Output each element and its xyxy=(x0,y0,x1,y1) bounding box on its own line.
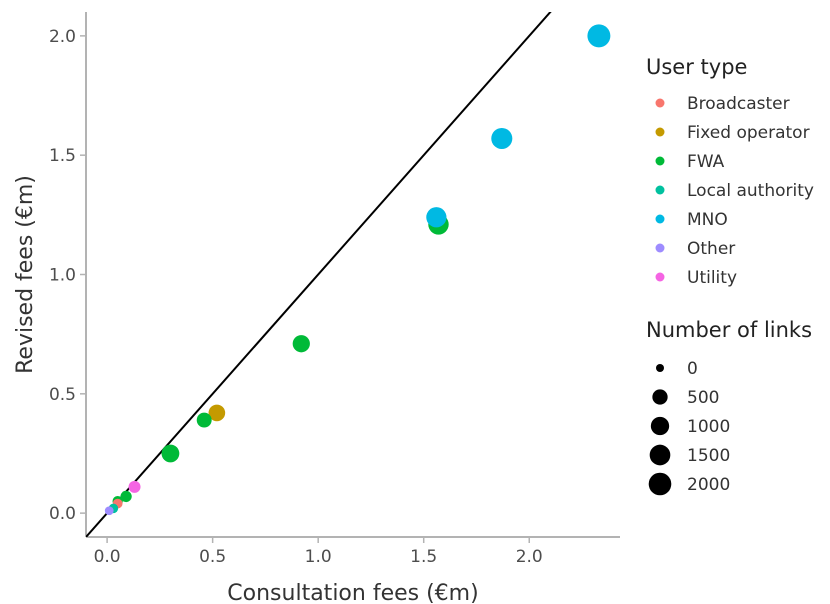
size-legend-label: 1000 xyxy=(687,417,730,437)
legend-swatch xyxy=(655,214,665,224)
data-point-fwa xyxy=(196,412,212,428)
size-legend-label: 0 xyxy=(687,359,698,379)
size-legend-label: 2000 xyxy=(687,475,730,495)
size-legend-dot xyxy=(648,472,672,496)
data-point-mno xyxy=(491,127,513,150)
plot-area: 0.0 0.5 1.0 1.5 2.0 0.0 0.5 1.0 1.5 2.0 Consultati… xyxy=(13,12,620,604)
legend-swatch xyxy=(655,272,665,282)
legend-label: Broadcaster xyxy=(687,94,790,114)
legend-title-user-type: User type xyxy=(646,55,747,79)
y-tick-label: 0.0 xyxy=(49,504,76,524)
size-legend-label: 500 xyxy=(687,388,719,408)
legend-swatch xyxy=(655,156,665,166)
legend-swatch xyxy=(655,98,665,108)
legend-title-number-of-links: Number of links xyxy=(646,318,812,342)
y-tick-label: 0.5 xyxy=(49,385,76,405)
legend-swatch xyxy=(655,127,665,137)
x-tick-label: 0.5 xyxy=(199,547,226,567)
data-point-fwa xyxy=(292,335,310,353)
legend-label: MNO xyxy=(687,210,728,230)
x-tick-label: 1.0 xyxy=(305,547,332,567)
size-legend-dot xyxy=(656,364,664,372)
data-point-other xyxy=(104,506,114,516)
legend-swatch xyxy=(655,185,665,195)
x-tick-label: 2.0 xyxy=(516,547,543,567)
legend-label: Fixed operator xyxy=(687,123,810,143)
data-point-fwa xyxy=(161,444,180,463)
legend-label: Local authority xyxy=(687,181,814,201)
size-legend-label: 1500 xyxy=(687,446,730,466)
data-point-fwa xyxy=(120,490,132,503)
size-legend-dot xyxy=(649,444,671,466)
legend-label: Other xyxy=(687,239,735,259)
y-axis-title: Revised fees (€m) xyxy=(13,175,38,374)
x-tick-label: 1.5 xyxy=(410,547,437,567)
legend-swatch xyxy=(655,243,665,253)
y-tick-label: 1.5 xyxy=(49,146,76,166)
data-point-mno xyxy=(426,207,447,228)
data-point-utility xyxy=(128,480,141,493)
x-tick-label: 0.0 xyxy=(94,547,121,567)
identity-line xyxy=(86,12,552,537)
y-tick-label: 1.0 xyxy=(49,266,76,286)
x-axis-title: Consultation fees (€m) xyxy=(227,581,478,604)
legend-label: Utility xyxy=(687,268,737,288)
size-legend-dot xyxy=(652,389,668,405)
legend-label: FWA xyxy=(687,152,725,172)
y-tick-label: 2.0 xyxy=(49,27,76,47)
data-point-fixed-operator xyxy=(208,404,226,422)
size-legend-dot xyxy=(650,416,670,436)
legend: User type Broadcaster Fixed operator FWA Loc… xyxy=(646,55,814,496)
data-point-mno xyxy=(587,24,611,48)
